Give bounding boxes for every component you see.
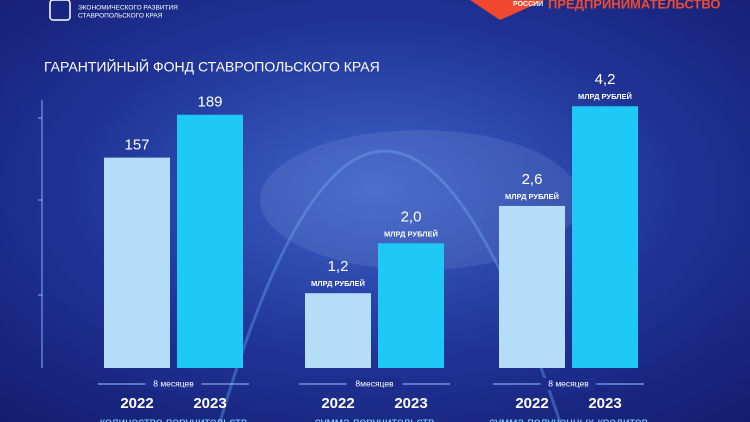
ministry-text: СТАВРОПОЛЬСКОГО КРАЯ [78, 13, 163, 20]
caption: количество поручительств [100, 415, 248, 422]
period-bg [145, 378, 202, 390]
period-label: 8 месяцев [153, 378, 194, 388]
value-label: 4,2 [595, 71, 616, 88]
period-bg [540, 378, 597, 390]
unit-label: МЛРД РУБЛЕЙ [311, 279, 365, 288]
year-label: 2022 [120, 395, 153, 412]
bar [177, 114, 243, 369]
value-label: 2,6 [522, 171, 543, 188]
bar [499, 205, 565, 368]
emblem [49, 0, 71, 21]
brand-small: РОССИИ [513, 1, 543, 8]
unit-label: МЛРД РУБЛЕЙ [578, 92, 632, 101]
unit-label: МЛРД РУБЛЕЙ [384, 229, 438, 238]
caption: сумма полученных кредитов [489, 415, 648, 422]
caption: сумма поручительств [315, 415, 435, 422]
year-label: 2022 [321, 395, 354, 412]
ministry-text: ЭКОНОМИЧЕСКОГО РАЗВИТИЯ [78, 5, 178, 12]
year-label: 2023 [193, 395, 226, 412]
period-bg [346, 378, 403, 390]
period-label: 8месяцев [355, 378, 394, 388]
unit-label: МЛРД РУБЛЕЙ [505, 192, 559, 201]
year-label: 2022 [515, 395, 548, 412]
title: ГАРАНТИЙНЫЙ ФОНД СТАВРОПОЛЬСКОГО КРАЯ [44, 58, 380, 75]
bar [305, 293, 371, 368]
value-label: 1,2 [328, 258, 349, 275]
brand: ПРЕДПРИНИМАТЕЛЬСТВО [548, 0, 721, 11]
value-label: 157 [124, 137, 149, 154]
bar [104, 157, 170, 368]
bar [572, 106, 638, 369]
value-label: 189 [197, 94, 222, 111]
period-label: 8 месяцев [548, 378, 589, 388]
year-label: 2023 [394, 395, 427, 412]
value-label: 2,0 [401, 208, 422, 225]
bar [378, 243, 444, 368]
year-label: 2023 [588, 395, 621, 412]
brand-logo [470, 0, 545, 20]
